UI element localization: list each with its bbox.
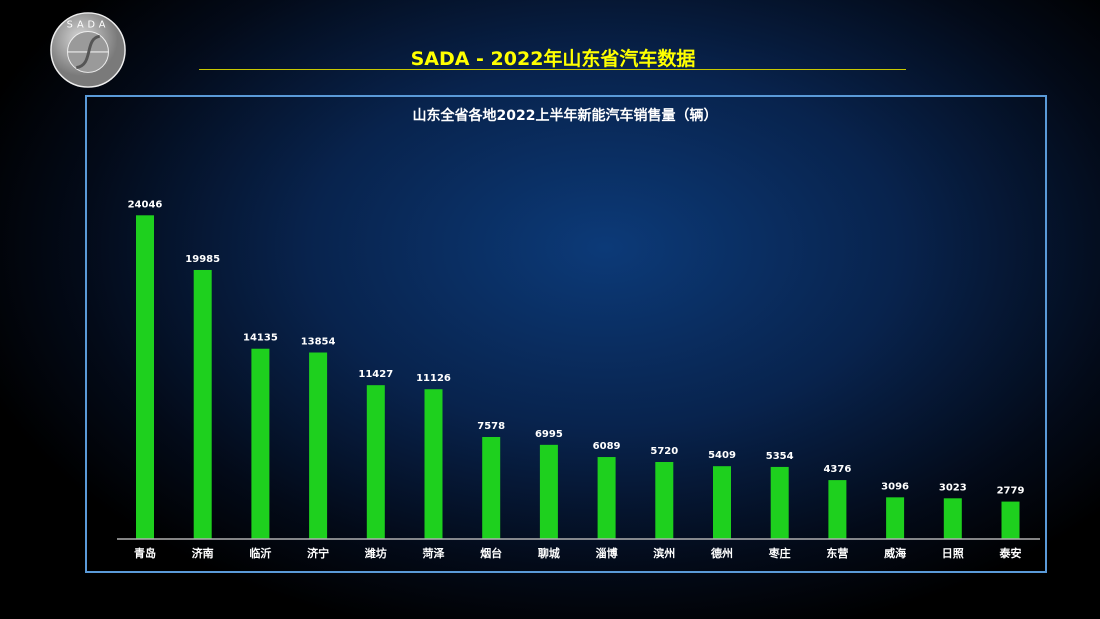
x-tick-label: 济宁	[307, 546, 329, 560]
bar-烟台	[482, 436, 501, 539]
bar-济宁	[309, 352, 328, 539]
bar-菏泽	[424, 389, 443, 539]
bar-临沂	[251, 348, 270, 539]
data-label: 6995	[535, 429, 563, 440]
bar-威海	[886, 497, 905, 539]
x-tick-label: 滨州	[653, 546, 675, 560]
x-tick-label: 德州	[710, 546, 733, 560]
x-tick-label: 济南	[192, 546, 214, 560]
chart-frame	[85, 95, 1047, 573]
data-label: 11427	[358, 369, 393, 380]
bar-潍坊	[366, 385, 385, 539]
data-label: 24046	[128, 199, 163, 210]
x-tick-label: 淄博	[596, 546, 618, 560]
data-label: 13854	[301, 337, 336, 348]
bar-东营	[828, 480, 847, 539]
bar-聊城	[539, 444, 558, 539]
data-label: 5720	[650, 446, 678, 457]
x-tick-label: 日照	[942, 547, 964, 560]
sada-logo: SADA	[50, 12, 126, 88]
data-label: 3023	[939, 482, 967, 493]
bar-德州	[713, 466, 731, 539]
bar-济南	[193, 269, 212, 539]
data-label: 3096	[881, 481, 909, 492]
data-label: 19985	[185, 254, 220, 265]
data-label: 2779	[997, 486, 1025, 497]
data-label: 14135	[243, 333, 278, 344]
title-underline	[199, 69, 906, 70]
data-label: 5354	[766, 451, 794, 462]
bar-滨州	[655, 462, 674, 539]
x-tick-label: 烟台	[480, 546, 502, 560]
x-tick-label: 聊城	[538, 546, 560, 560]
data-label: 4376	[823, 464, 851, 475]
svg-text:SADA: SADA	[67, 20, 110, 31]
x-tick-label: 潍坊	[365, 546, 387, 560]
x-tick-label: 东营	[826, 546, 848, 560]
x-tick-label: 临沂	[249, 546, 271, 560]
x-tick-label: 威海	[884, 546, 906, 560]
x-tick-label: 枣庄	[768, 546, 791, 560]
x-tick-label: 青岛	[134, 546, 156, 560]
page-title: SADA - 2022年山东省汽车数据	[410, 48, 696, 70]
data-label: 7578	[477, 421, 505, 432]
x-tick-label: 菏泽	[423, 546, 445, 560]
bar-青岛	[136, 215, 154, 540]
data-label: 6089	[593, 441, 621, 452]
data-label: 11126	[416, 373, 451, 384]
x-tick-label: 泰安	[999, 546, 1022, 560]
data-label: 5409	[708, 450, 736, 461]
chart-title: 山东全省各地2022上半年新能汽车销售量（辆）	[412, 108, 718, 124]
bar-枣庄	[770, 466, 789, 539]
bar-泰安	[1001, 501, 1020, 539]
bar-日照	[943, 498, 962, 539]
bar-淄博	[597, 457, 616, 539]
